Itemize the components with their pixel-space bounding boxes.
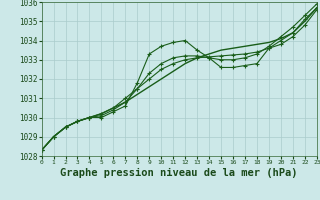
X-axis label: Graphe pression niveau de la mer (hPa): Graphe pression niveau de la mer (hPa) <box>60 168 298 178</box>
